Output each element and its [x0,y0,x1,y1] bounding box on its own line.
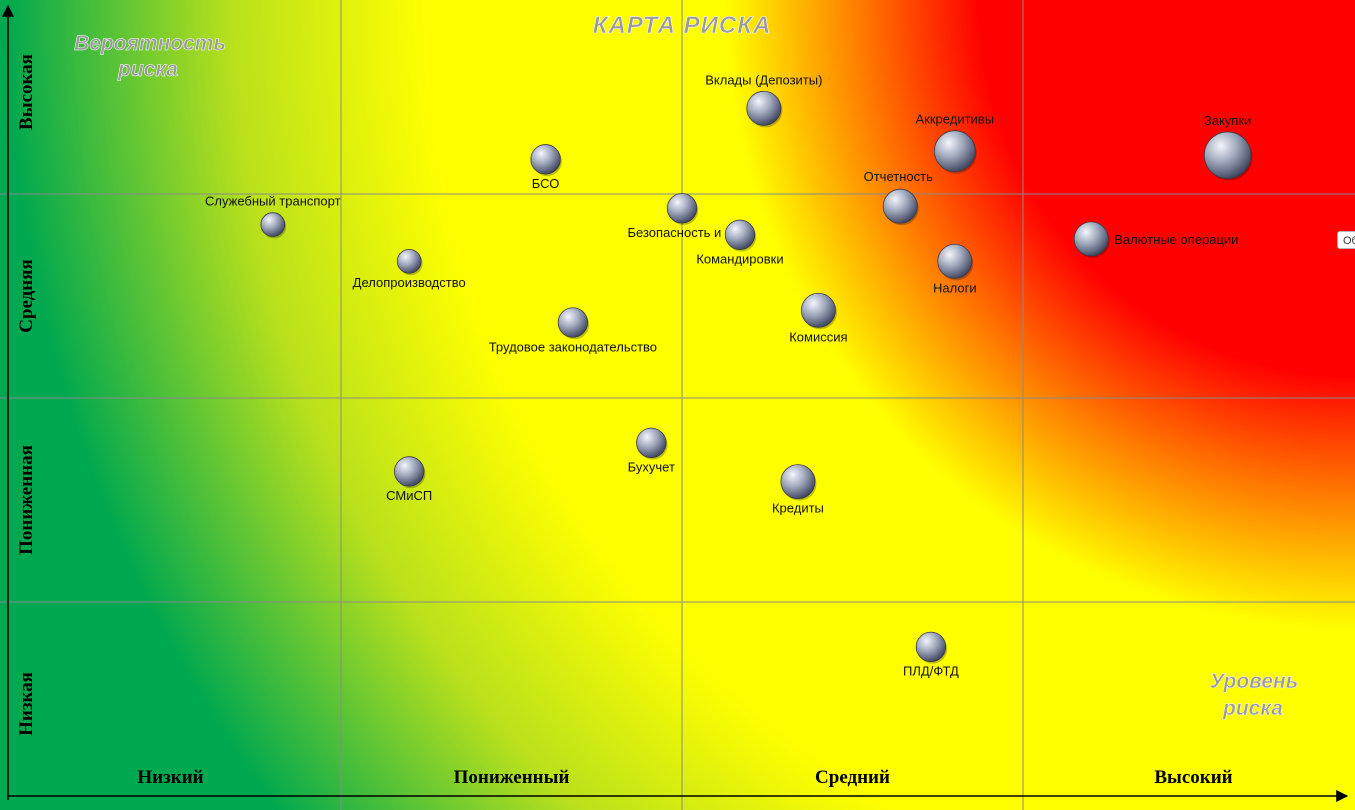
bubble-label: Бухучет [628,460,675,475]
x-axis-title: Уровень риска [1210,670,1299,721]
bubble-point [557,307,589,338]
x-category-labels: Низкий Пониженный Средний Высокий [137,767,1232,788]
bubble-label: Аккредитивы [916,112,995,127]
bubble-label: Безопасность и IT [628,225,737,240]
x-category-label: Средний [815,767,890,788]
bubble-point [1073,221,1109,257]
bubble-group: Налоги [933,243,977,295]
y-axis-title-line-1: Вероятность [74,32,226,55]
y-category-label: Пониженная [16,445,37,555]
y-axis-title-line-2: риска [117,58,178,81]
bubble-point [1203,131,1252,179]
bubble-point [746,90,782,126]
bubble-group: Делопроизводство [353,249,466,290]
bubble-point [937,243,973,279]
bubble-label: БСО [532,176,560,191]
bubble-point [666,193,698,224]
bubble-group: Закупки [1203,113,1253,181]
bubble-group: Отчетность [864,169,933,226]
bubble-point [260,212,286,237]
bubble-point [636,427,667,459]
y-category-label: Средняя [16,259,37,333]
bubble-label: Налоги [933,280,977,295]
bubble-group: Аккредитивы [916,112,995,174]
bubble-point [724,219,756,250]
bubble-point [780,464,816,500]
bubble-label: Комиссия [789,329,847,344]
y-axis-title: Вероятность риска [74,32,226,82]
bubble-label: Делопроизводство [353,275,466,290]
side-panel-button[interactable]: Об [1337,231,1355,249]
bubble-label: Отчетность [864,169,933,184]
bubble-group: БСО [530,144,562,191]
bubble-label: Служебный транспорт [205,194,341,209]
bubble-point [530,144,561,175]
x-axis-title-line-2: риска [1222,697,1283,720]
bubble-label: СМиСП [386,488,432,503]
bubble-label: Валютные операции [1114,232,1238,247]
bubble-point [882,188,918,224]
bubble-point [800,292,836,328]
bubble-point [933,130,976,173]
y-category-labels: Низкая Пониженная Средняя Высокая [16,54,37,736]
bubble-point [394,456,425,487]
bubble-group: СМиСП [386,456,432,503]
y-category-label: Низкая [16,672,37,736]
bubble-label: Закупки [1204,113,1251,128]
x-axis-title-line-1: Уровень [1210,670,1298,693]
chart-title: КАРТА РИСКА [593,12,772,39]
axes [1,4,1349,802]
bubble-label: ПЛД/ФТД [903,664,959,679]
bubble-label: Трудовое законодательство [489,339,657,354]
bubble-group: Валютные операции [1073,221,1238,258]
bubble-group: Вклады (Депозиты) [705,72,822,128]
bubble-label: Кредиты [772,501,824,516]
bubble-group: Кредиты [772,464,824,516]
bubble-group: Бухучет [628,427,675,475]
x-category-label: Высокий [1154,767,1232,788]
bubble-group: Безопасность и IT [628,193,737,240]
bubble-label: Вклады (Депозиты) [705,72,822,87]
bubble-group: ПЛД/ФТД [903,631,959,679]
bubble-point [915,631,947,663]
y-category-label: Высокая [16,54,37,130]
bubble-group: Служебный транспорт [205,194,341,239]
bubble-point [396,249,422,274]
x-category-label: Низкий [137,767,203,788]
bubble-group: Трудовое законодательство [489,307,657,354]
bubble-group: Командировки [696,219,784,267]
bubble-label: Командировки [696,252,783,267]
bubbles: Вклады (Депозиты) Аккредитивы Закупки БСО От… [205,72,1253,679]
x-category-label: Пониженный [454,767,570,788]
bubble-group: Комиссия [789,292,848,344]
